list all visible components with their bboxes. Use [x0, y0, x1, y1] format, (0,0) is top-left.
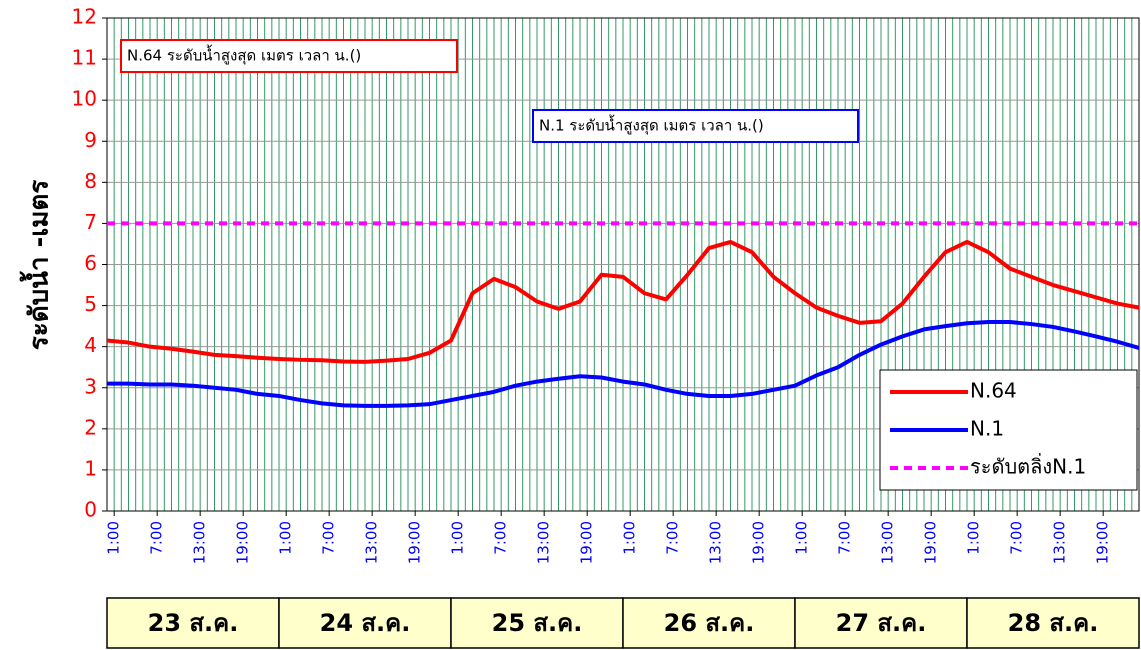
x-tick-label: 19:00 — [406, 521, 424, 564]
y-axis-label: ระดับน้ำ -เมตร — [19, 180, 55, 350]
x-tick-label: 19:00 — [922, 521, 940, 564]
x-tick-label: 1:00 — [965, 521, 983, 555]
x-tick-label: 13:00 — [879, 521, 897, 564]
y-tick-label: 10 — [72, 87, 97, 111]
y-tick-label: 3 — [84, 374, 97, 398]
x-tick-label: 1:00 — [621, 521, 639, 555]
x-tick-label: 13:00 — [535, 521, 553, 564]
x-tick-label: 19:00 — [1094, 521, 1112, 564]
series-line — [107, 320, 1140, 408]
y-tick-label: 2 — [84, 415, 97, 439]
y-tick-label: 5 — [84, 292, 97, 316]
plot-border — [106, 17, 1140, 512]
y-tick-label: 6 — [84, 251, 97, 275]
annotation-box — [532, 109, 859, 143]
y-tick-label: 11 — [72, 46, 97, 70]
x-tick-label: 7:00 — [664, 521, 682, 555]
y-tick-label: 9 — [84, 128, 97, 152]
annotation: N.1 ระดับน้ำสูงสุด เมตร เวลา น.() — [539, 115, 764, 136]
x-tick-label: 13:00 — [191, 521, 209, 564]
x-tick-label: 13:00 — [363, 521, 381, 564]
y-tick-label: 1 — [84, 456, 97, 480]
day-cell — [794, 597, 968, 649]
x-tick-label: 7:00 — [492, 521, 510, 555]
x-tick-label: 1:00 — [105, 521, 123, 555]
x-tick-label: 19:00 — [578, 521, 596, 564]
day-label: 27 ส.ค. — [836, 609, 927, 637]
day-cell — [622, 597, 796, 649]
x-tick-label: 13:00 — [707, 521, 725, 564]
y-tick-label: 0 — [84, 498, 97, 522]
x-tick-label: 7:00 — [148, 521, 166, 555]
series-line — [106, 239, 1140, 364]
y-tick-label: 4 — [84, 333, 97, 357]
day-label: 24 ส.ค. — [320, 609, 411, 637]
x-tick-label: 7:00 — [320, 521, 338, 555]
day-label: 23 ส.ค. — [148, 609, 239, 637]
day-cell — [278, 597, 452, 649]
y-tick-label: 8 — [84, 169, 97, 193]
y-tick-label: 12 — [72, 5, 97, 29]
legend-label: N.1 — [970, 417, 1004, 441]
legend-label: ระดับตลิ่งN.1 — [970, 453, 1086, 479]
day-cell — [450, 597, 624, 649]
x-tick-label: 1:00 — [449, 521, 467, 555]
x-tick-label: 1:00 — [793, 521, 811, 555]
day-label: 28 ส.ค. — [1008, 609, 1099, 637]
day-label: 25 ส.ค. — [492, 609, 583, 637]
x-tick-label: 7:00 — [1008, 521, 1026, 555]
legend-label: N.64 — [970, 379, 1017, 403]
x-tick-label: 19:00 — [234, 521, 252, 564]
x-tick-label: 1:00 — [277, 521, 295, 555]
day-label: 26 ส.ค. — [664, 609, 755, 637]
day-cell — [966, 597, 1140, 649]
y-tick-label: 7 — [84, 210, 97, 234]
annotation-box — [120, 39, 458, 73]
x-tick-label: 19:00 — [750, 521, 768, 564]
annotation: N.64 ระดับน้ำสูงสุด เมตร เวลา น.() — [127, 45, 361, 66]
x-tick-label: 13:00 — [1051, 521, 1069, 564]
x-tick-label: 7:00 — [836, 521, 854, 555]
